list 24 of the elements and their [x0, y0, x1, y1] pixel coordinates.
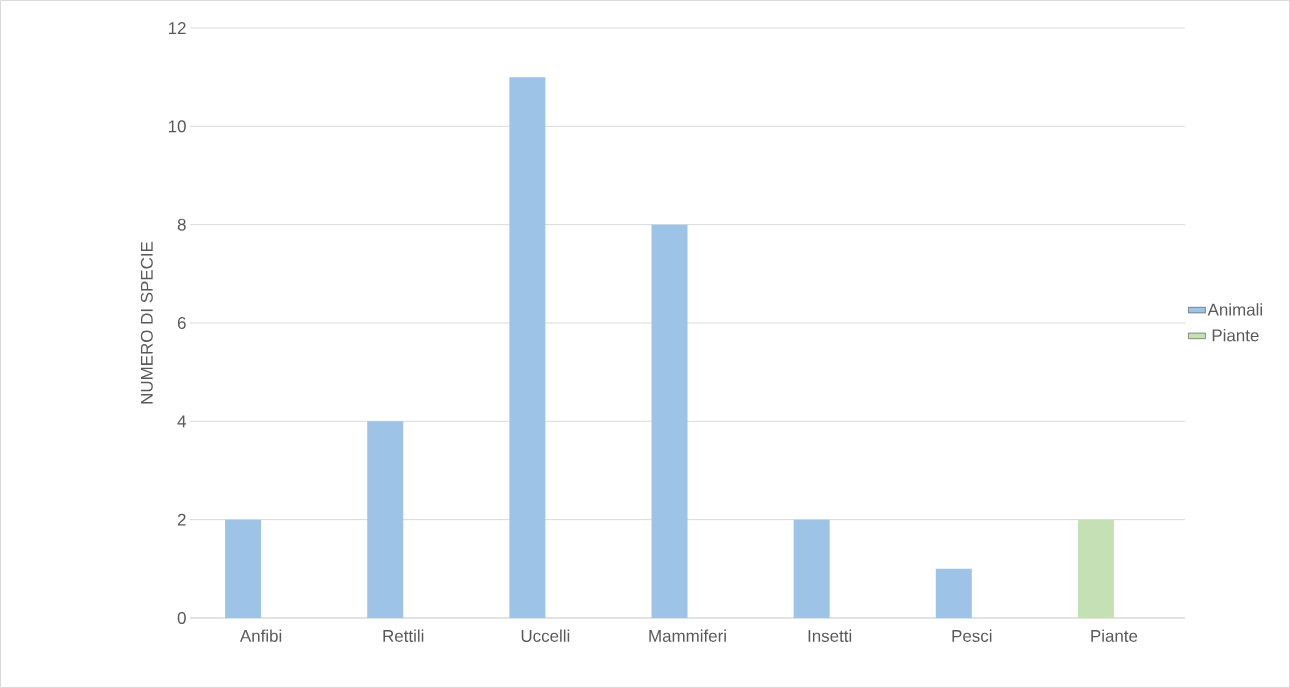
x-tick-label: Rettili: [383, 629, 424, 642]
x-tick-label: Mammiferi: [649, 629, 726, 642]
x-tick-label: Piante: [1091, 629, 1138, 642]
x-tick-label: Insetti: [808, 629, 852, 642]
y-tick-label: 6: [177, 316, 186, 329]
legend-label: Piante: [1212, 328, 1259, 342]
y-tick-label: 10: [168, 120, 186, 133]
legend-label: Animali: [1207, 303, 1262, 316]
bar: [651, 224, 688, 618]
y-tick-label: 2: [177, 513, 186, 526]
bar: [1077, 519, 1114, 618]
y-axis-title: NUMERO DI SPECIE: [140, 241, 153, 404]
bar: [935, 568, 972, 618]
y-tick-label: 12: [168, 22, 186, 34]
x-tick-label: Uccelli: [521, 629, 570, 642]
bar: [367, 421, 404, 618]
x-tick-label: Pesci: [952, 629, 992, 642]
y-tick-label: 4: [177, 415, 186, 428]
y-tick-label: 8: [177, 218, 186, 231]
y-tick-label: 0: [177, 611, 186, 624]
bar: [793, 519, 830, 618]
bar: [225, 519, 262, 618]
bar: [509, 77, 546, 618]
x-tick-label: Anfibi: [239, 629, 282, 642]
